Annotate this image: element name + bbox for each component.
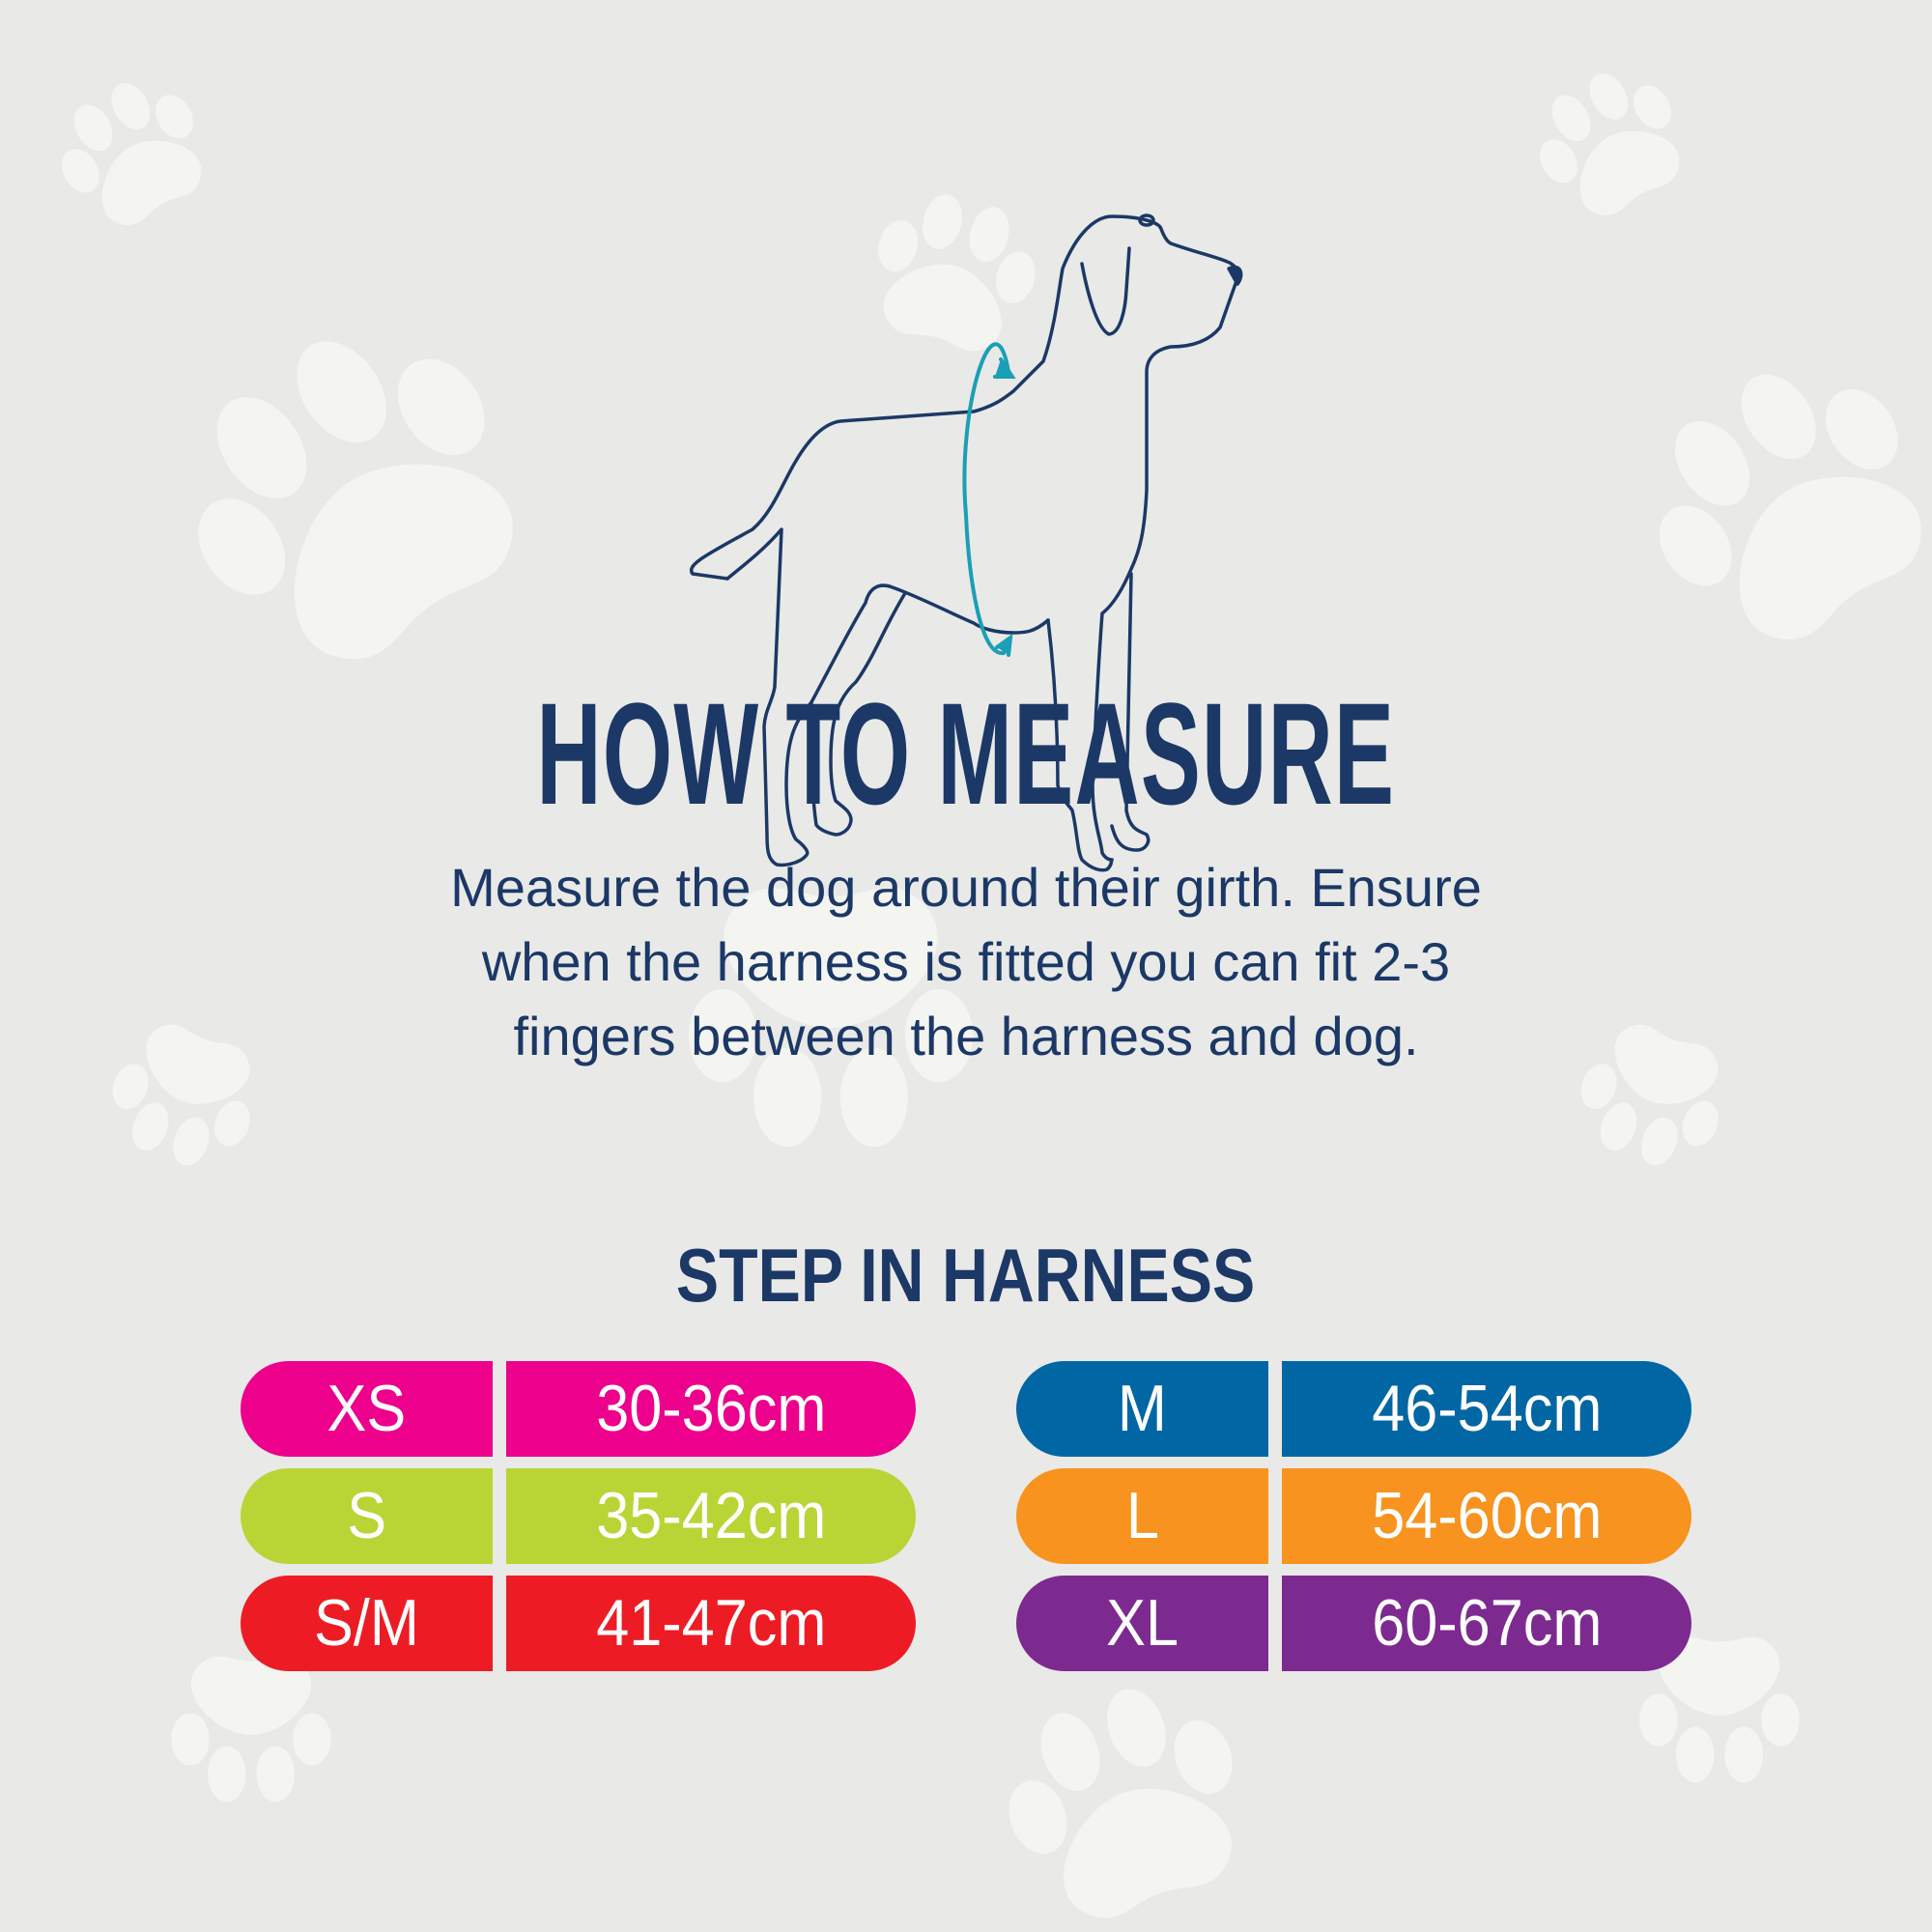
size-row-s-m: S/M 41-47cm	[241, 1576, 916, 1671]
size-row-s: S 35-42cm	[241, 1468, 916, 1564]
girth-range: 35-42cm	[506, 1468, 916, 1564]
girth-range: 41-47cm	[506, 1576, 916, 1671]
page-title: HOW TO MEASURE	[536, 672, 1396, 835]
size-row-xs: XS 30-36cm	[241, 1361, 916, 1457]
instruction-line: fingers between the harness and dog.	[513, 1006, 1419, 1066]
size-label: XS	[241, 1361, 493, 1457]
size-label: XL	[1016, 1576, 1268, 1671]
girth-range: 46-54cm	[1282, 1361, 1691, 1457]
paw-print-icon	[858, 180, 1051, 363]
size-label: L	[1016, 1468, 1268, 1564]
paw-print-icon	[38, 60, 226, 243]
girth-range: 54-60cm	[1282, 1468, 1691, 1564]
girth-range: 60-67cm	[1282, 1576, 1691, 1671]
paw-print-icon	[171, 1656, 331, 1803]
girth-measure-arrow-icon	[962, 342, 1016, 657]
size-label: S/M	[241, 1576, 493, 1671]
size-label: S	[241, 1468, 493, 1564]
measure-instructions: Measure the dog around their girth. Ensu…	[0, 850, 1932, 1073]
size-row-m: M 46-54cm	[1016, 1361, 1691, 1457]
instruction-line: when the harness is fitted you can fit 2…	[481, 931, 1451, 992]
section-heading: STEP IN HARNESS	[676, 1233, 1256, 1318]
size-label: M	[1016, 1361, 1268, 1457]
paw-print-icon	[1609, 326, 1932, 678]
size-row-xl: XL 60-67cm	[1016, 1576, 1691, 1671]
instruction-line: Measure the dog around their girth. Ensu…	[450, 857, 1482, 918]
girth-range: 30-36cm	[506, 1361, 916, 1457]
paw-print-icon	[1516, 50, 1704, 234]
dog-outline-icon	[689, 213, 1243, 872]
paw-print-icon	[138, 282, 568, 705]
paw-print-icon	[980, 1662, 1270, 1932]
size-row-l: L 54-60cm	[1016, 1468, 1691, 1564]
